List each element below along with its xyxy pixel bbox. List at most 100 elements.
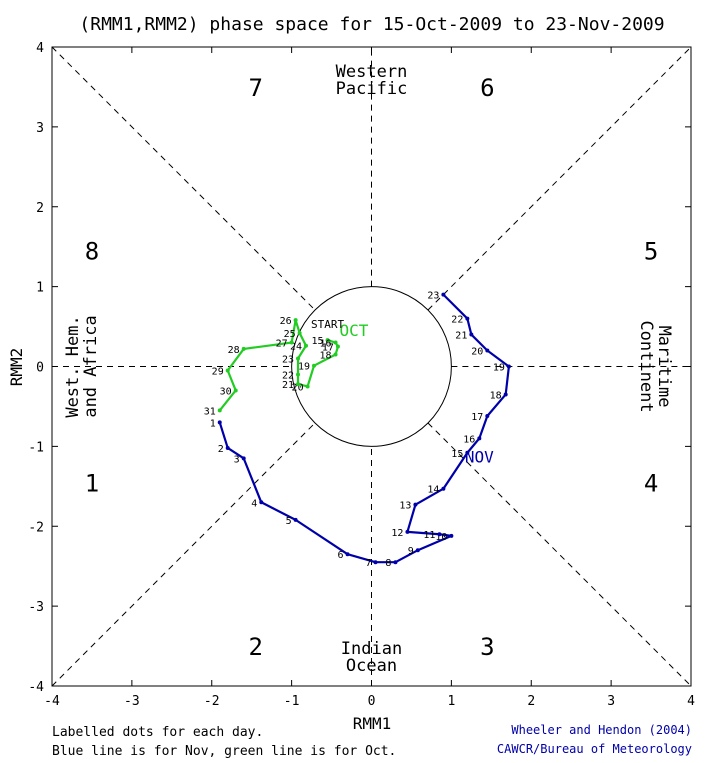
day-label-nov-15: 15	[451, 449, 463, 460]
region-label-left-2: and Africa	[81, 315, 101, 417]
region-label-top-1: Western	[336, 62, 408, 82]
day-label-nov-22: 22	[451, 315, 463, 326]
x-tick-label: -4	[44, 694, 60, 709]
day-label-oct-31: 31	[204, 406, 216, 417]
divider-line-5	[51, 422, 316, 687]
day-label-nov-16: 16	[463, 434, 475, 445]
day-label-nov-1: 1	[210, 418, 216, 429]
day-dot-oct-20	[305, 384, 310, 389]
y-tick-label: -4	[28, 680, 44, 695]
phase-label-2: 2	[248, 633, 262, 661]
day-label-nov-2: 2	[218, 444, 224, 455]
x-tick-label: -3	[124, 694, 140, 709]
y-tick-label: 2	[36, 201, 44, 216]
phase-label-3: 3	[480, 633, 494, 661]
day-dot-nov-5	[293, 517, 298, 522]
y-axis-title: RMM2	[7, 348, 26, 387]
phase-label-7: 7	[248, 74, 262, 102]
y-tick-label: -1	[28, 440, 44, 455]
footnote-left-2: Blue line is for Nov, green line is for …	[52, 744, 396, 759]
day-dot-oct-22	[296, 372, 301, 377]
y-tick-label: -2	[28, 520, 44, 535]
day-label-nov-8: 8	[385, 558, 391, 569]
day-dot-nov-11	[437, 532, 442, 537]
day-label-oct-21: 21	[282, 380, 294, 391]
day-dot-nov-4	[259, 500, 264, 505]
day-dot-oct-18	[333, 352, 338, 357]
month-label-oct: OCT	[339, 321, 368, 340]
y-tick-label: 4	[36, 41, 44, 56]
day-dot-nov-10	[449, 533, 454, 538]
region-label-bottom-2: Ocean	[346, 656, 397, 676]
day-dot-nov-15	[465, 450, 470, 455]
phase-label-6: 6	[480, 74, 494, 102]
day-dot-oct-28	[241, 346, 246, 351]
phase-label-1: 1	[85, 469, 99, 497]
day-dot-nov-9	[415, 548, 420, 553]
day-dot-nov-6	[345, 552, 350, 557]
day-label-nov-14: 14	[427, 485, 439, 496]
region-label-left-1: West. Hem.	[63, 315, 83, 417]
start-label: START	[311, 318, 344, 331]
day-label-nov-7: 7	[365, 558, 371, 569]
day-label-oct-28: 28	[228, 345, 240, 356]
region-label-top-2: Pacific	[336, 79, 408, 99]
day-label-nov-19: 19	[493, 363, 505, 374]
day-dot-nov-17	[485, 414, 490, 419]
day-label-nov-5: 5	[286, 516, 292, 527]
day-label-oct-24: 24	[290, 342, 302, 353]
x-tick-label: 0	[368, 694, 376, 709]
day-dot-oct-27	[289, 340, 294, 345]
day-dot-oct-26	[293, 318, 298, 323]
day-dot-oct-16	[333, 340, 338, 345]
day-label-nov-21: 21	[455, 331, 467, 342]
day-dot-nov-2	[225, 445, 230, 450]
day-dot-nov-12	[405, 529, 410, 534]
chart-title: (RMM1,RMM2) phase space for 15-Oct-2009 …	[79, 14, 664, 35]
day-label-nov-4: 4	[251, 498, 257, 509]
region-label-right-1: Maritime	[654, 326, 674, 408]
day-label-oct-30: 30	[220, 386, 232, 397]
day-label-oct-20: 20	[292, 382, 304, 393]
day-label-nov-3: 3	[234, 454, 240, 465]
y-tick-label: 3	[36, 121, 44, 136]
day-label-nov-9: 9	[408, 546, 414, 557]
day-label-nov-6: 6	[338, 550, 344, 561]
day-label-nov-11: 11	[423, 530, 435, 541]
day-label-nov-12: 12	[391, 528, 403, 539]
day-dot-nov-19	[506, 364, 511, 369]
day-dot-nov-13	[413, 502, 418, 507]
day-dot-nov-8	[393, 560, 398, 565]
series-line-oct	[218, 319, 340, 412]
x-axis-title: RMM1	[353, 714, 392, 733]
y-tick-label: 1	[36, 281, 44, 296]
day-label-nov-13: 13	[399, 501, 411, 512]
day-label-nov-20: 20	[471, 347, 483, 358]
x-tick-label: 3	[607, 694, 615, 709]
day-dot-nov-16	[477, 436, 482, 441]
day-label-oct-23: 23	[282, 355, 294, 366]
day-label-oct-29: 29	[212, 366, 224, 377]
divider-line-7	[51, 46, 316, 311]
phase-label-4: 4	[644, 469, 658, 497]
month-label-nov: NOV	[465, 447, 494, 466]
x-tick-label: 2	[527, 694, 535, 709]
day-label-oct-27: 27	[276, 339, 288, 350]
footnote-left-1: Labelled dots for each day.	[52, 725, 263, 740]
day-dot-oct-24	[304, 343, 309, 348]
day-dot-oct-17	[335, 344, 340, 349]
day-dot-oct-30	[233, 388, 238, 393]
day-dot-nov-20	[485, 348, 490, 353]
day-label-oct-25: 25	[284, 329, 296, 340]
day-label-oct-18: 18	[320, 351, 332, 362]
day-dot-nov-7	[373, 560, 378, 565]
region-label-right-2: Continent	[636, 320, 656, 412]
phase-label-8: 8	[85, 238, 99, 266]
day-label-nov-17: 17	[471, 412, 483, 423]
footnote-right-1: Wheeler and Hendon (2004)	[511, 723, 692, 737]
divider-line-6	[427, 46, 692, 311]
day-dot-nov-21	[469, 332, 474, 337]
day-dot-oct-23	[296, 356, 301, 361]
